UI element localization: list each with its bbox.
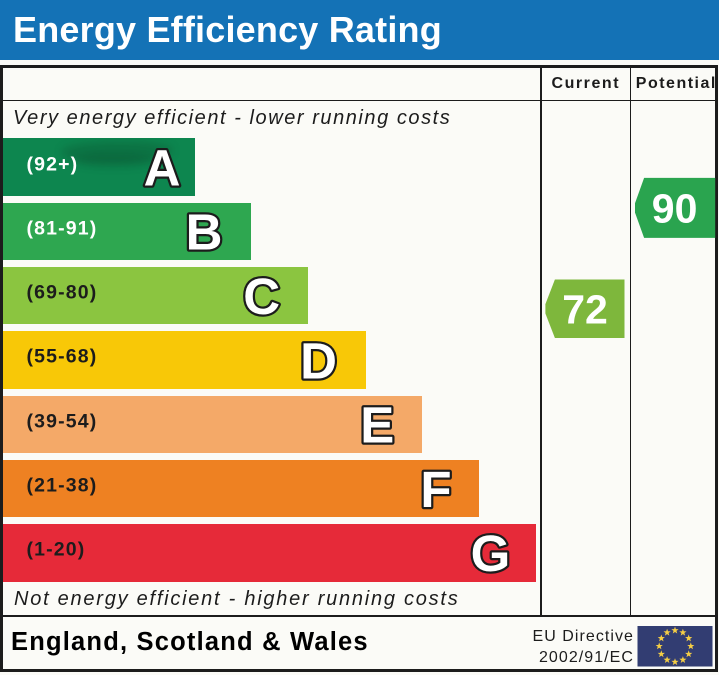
svg-text:B: B bbox=[186, 204, 223, 261]
svg-text:72: 72 bbox=[562, 287, 608, 333]
svg-text:C: C bbox=[243, 268, 280, 325]
svg-text:G: G bbox=[471, 525, 511, 582]
svg-text:F: F bbox=[420, 461, 451, 518]
svg-text:90: 90 bbox=[652, 185, 698, 231]
svg-text:D: D bbox=[300, 332, 337, 389]
svg-text:E: E bbox=[360, 397, 394, 454]
svg-text:A: A bbox=[144, 139, 181, 196]
